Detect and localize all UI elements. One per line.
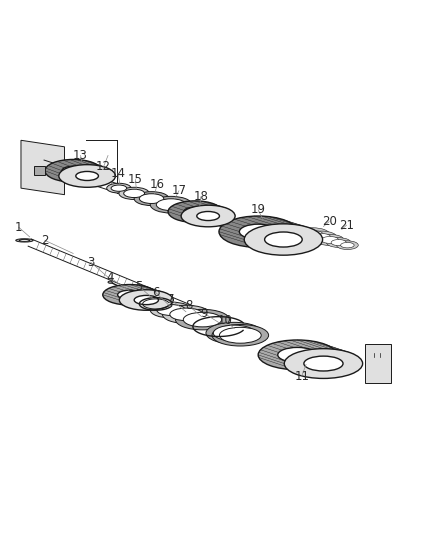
Polygon shape <box>365 344 391 383</box>
Ellipse shape <box>184 207 206 216</box>
Ellipse shape <box>162 305 210 324</box>
Polygon shape <box>168 212 235 216</box>
Ellipse shape <box>213 325 255 341</box>
Ellipse shape <box>184 312 222 327</box>
Ellipse shape <box>341 243 354 248</box>
Text: 16: 16 <box>150 178 165 191</box>
Ellipse shape <box>108 281 113 283</box>
Ellipse shape <box>197 212 219 221</box>
Text: 19: 19 <box>251 204 266 216</box>
Ellipse shape <box>124 189 145 198</box>
Ellipse shape <box>181 205 235 227</box>
Ellipse shape <box>156 199 186 211</box>
Ellipse shape <box>150 302 192 318</box>
Ellipse shape <box>336 241 358 249</box>
Text: 17: 17 <box>171 184 187 197</box>
Ellipse shape <box>134 192 169 206</box>
Polygon shape <box>45 171 116 176</box>
Ellipse shape <box>107 183 131 193</box>
Polygon shape <box>219 232 322 239</box>
Ellipse shape <box>150 196 192 213</box>
Ellipse shape <box>326 238 351 247</box>
Ellipse shape <box>240 224 277 239</box>
Text: 3: 3 <box>87 256 94 269</box>
Ellipse shape <box>119 290 173 310</box>
Ellipse shape <box>311 233 331 241</box>
Ellipse shape <box>168 201 222 222</box>
Polygon shape <box>21 140 64 195</box>
Ellipse shape <box>111 185 127 191</box>
Ellipse shape <box>16 239 33 242</box>
Ellipse shape <box>76 172 99 181</box>
Text: 12: 12 <box>96 160 111 173</box>
Text: 4: 4 <box>106 271 114 284</box>
Text: 7: 7 <box>167 293 175 306</box>
Text: 8: 8 <box>185 299 192 312</box>
Text: 15: 15 <box>128 173 143 186</box>
Ellipse shape <box>212 325 268 346</box>
Text: 21: 21 <box>339 219 354 232</box>
Ellipse shape <box>157 304 185 316</box>
Ellipse shape <box>59 165 116 187</box>
Polygon shape <box>103 295 173 300</box>
Ellipse shape <box>304 356 343 371</box>
Ellipse shape <box>19 239 30 241</box>
Ellipse shape <box>331 239 346 246</box>
Ellipse shape <box>45 159 102 182</box>
Ellipse shape <box>258 340 336 370</box>
Ellipse shape <box>295 228 330 241</box>
Text: 6: 6 <box>152 286 159 299</box>
Text: 1: 1 <box>15 221 22 234</box>
Text: 20: 20 <box>321 215 336 228</box>
Ellipse shape <box>118 290 142 300</box>
Ellipse shape <box>170 308 203 321</box>
Ellipse shape <box>62 166 85 175</box>
Text: 9: 9 <box>200 306 208 320</box>
Ellipse shape <box>219 327 261 343</box>
Ellipse shape <box>176 309 230 330</box>
Text: 18: 18 <box>193 190 208 204</box>
Ellipse shape <box>306 231 337 244</box>
Text: 5: 5 <box>135 280 142 293</box>
Polygon shape <box>34 166 45 175</box>
Ellipse shape <box>206 322 262 344</box>
Ellipse shape <box>219 216 297 247</box>
Ellipse shape <box>244 224 322 255</box>
Ellipse shape <box>284 349 363 378</box>
Ellipse shape <box>316 235 344 246</box>
Polygon shape <box>258 355 363 364</box>
Ellipse shape <box>278 348 317 362</box>
Ellipse shape <box>265 232 302 247</box>
Text: 14: 14 <box>110 167 126 180</box>
Ellipse shape <box>139 193 164 204</box>
Ellipse shape <box>119 187 149 199</box>
Ellipse shape <box>134 295 159 305</box>
Text: 13: 13 <box>73 149 88 162</box>
Text: 2: 2 <box>41 234 49 247</box>
Text: 11: 11 <box>294 370 309 383</box>
Ellipse shape <box>321 237 339 244</box>
Text: 10: 10 <box>218 314 233 327</box>
Ellipse shape <box>103 285 157 305</box>
Ellipse shape <box>302 230 323 239</box>
